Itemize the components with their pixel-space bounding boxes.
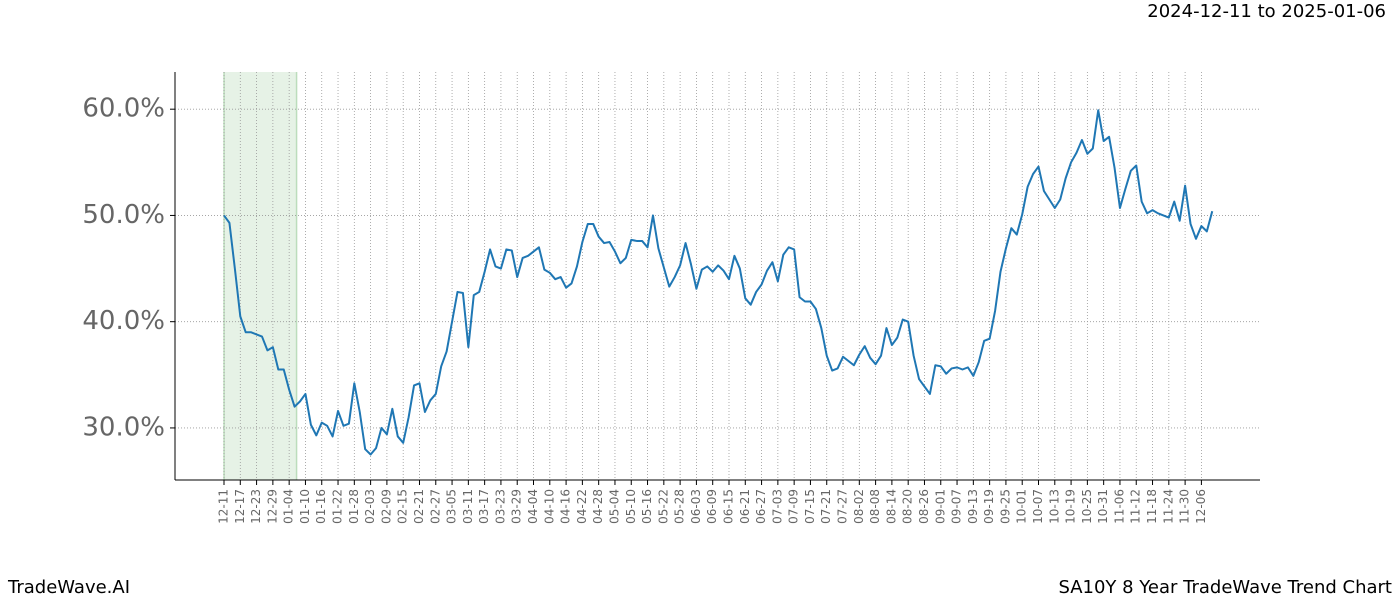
x-tick-label: 01-22 bbox=[331, 489, 345, 524]
x-tick-label: 12-23 bbox=[249, 489, 263, 524]
x-tick-label: 07-21 bbox=[819, 489, 833, 524]
trend-line bbox=[223, 109, 1214, 456]
x-tick-label: 04-28 bbox=[591, 489, 605, 524]
x-tick-label: 09-19 bbox=[982, 489, 996, 524]
x-tick-label: 09-25 bbox=[998, 489, 1012, 524]
x-tick-label: 10-01 bbox=[1015, 489, 1029, 524]
x-tick-label: 04-10 bbox=[542, 489, 556, 524]
footer-right: SA10Y 8 Year TradeWave Trend Chart bbox=[1058, 577, 1392, 598]
x-tick-label: 04-04 bbox=[526, 489, 540, 524]
x-tick-label: 03-23 bbox=[493, 489, 507, 524]
x-tick-label: 05-28 bbox=[673, 489, 687, 524]
y-tick-label: 60.0% bbox=[82, 94, 165, 124]
x-tick-label: 06-15 bbox=[721, 489, 735, 524]
x-tick-label: 04-16 bbox=[559, 489, 573, 524]
x-tick-label: 10-19 bbox=[1064, 489, 1078, 524]
x-tick-label: 11-12 bbox=[1129, 489, 1143, 524]
x-tick-label: 01-04 bbox=[282, 489, 296, 524]
date-range: 2024-12-11 to 2025-01-06 bbox=[1147, 1, 1386, 22]
x-tick-label: 03-29 bbox=[510, 489, 524, 524]
x-tick-label: 05-10 bbox=[624, 489, 638, 524]
x-tick-label: 02-21 bbox=[412, 489, 426, 524]
y-tick-label: 40.0% bbox=[82, 306, 165, 336]
x-tick-label: 03-17 bbox=[477, 489, 491, 524]
x-tick-label: 06-03 bbox=[689, 489, 703, 524]
x-tick-label: 05-16 bbox=[640, 489, 654, 524]
x-tick-label: 08-02 bbox=[852, 489, 866, 524]
x-tick-label: 04-22 bbox=[575, 489, 589, 524]
x-tick-label: 07-15 bbox=[803, 489, 817, 524]
x-tick-label: 11-18 bbox=[1145, 489, 1159, 524]
x-tick-label: 03-11 bbox=[461, 489, 475, 524]
x-tick-label: 09-07 bbox=[950, 489, 964, 524]
x-tick-label: 10-31 bbox=[1096, 489, 1110, 524]
x-tick-label: 02-03 bbox=[363, 489, 377, 524]
x-tick-label: 11-30 bbox=[1178, 489, 1192, 524]
x-tick-label: 07-03 bbox=[770, 489, 784, 524]
x-tick-label: 07-09 bbox=[787, 489, 801, 524]
x-tick-label: 12-17 bbox=[233, 489, 247, 524]
x-tick-label: 10-07 bbox=[1031, 489, 1045, 524]
x-tick-label: 01-16 bbox=[314, 489, 328, 524]
x-tick-label: 06-21 bbox=[738, 489, 752, 524]
x-tick-label: 10-13 bbox=[1047, 489, 1061, 524]
x-tick-label: 01-28 bbox=[347, 489, 361, 524]
x-tick-label: 06-09 bbox=[705, 489, 719, 524]
x-tick-label: 11-24 bbox=[1161, 489, 1175, 524]
x-tick-label: 02-09 bbox=[379, 489, 393, 524]
y-tick-label: 30.0% bbox=[82, 412, 165, 442]
x-tick-label: 05-22 bbox=[656, 489, 670, 524]
x-tick-label: 05-04 bbox=[607, 489, 621, 524]
x-tick-label: 09-13 bbox=[966, 489, 980, 524]
x-tick-label: 06-27 bbox=[754, 489, 768, 524]
x-tick-label: 09-01 bbox=[933, 489, 947, 524]
x-tick-label: 12-06 bbox=[1194, 489, 1208, 524]
x-tick-label: 08-26 bbox=[917, 489, 931, 524]
x-tick-label: 12-11 bbox=[217, 489, 231, 524]
x-tick-label: 10-25 bbox=[1080, 489, 1094, 524]
x-tick-label: 02-27 bbox=[428, 489, 442, 524]
x-tick-label: 08-14 bbox=[884, 489, 898, 524]
x-tick-label: 12-29 bbox=[265, 489, 279, 524]
x-tick-label: 08-20 bbox=[901, 489, 915, 524]
x-tick-label: 02-15 bbox=[396, 489, 410, 524]
x-tick-label: 01-10 bbox=[298, 489, 312, 524]
x-tick-label: 11-06 bbox=[1112, 489, 1126, 524]
x-tick-label: 08-08 bbox=[868, 489, 882, 524]
y-tick-label: 50.0% bbox=[82, 200, 165, 230]
x-tick-label: 03-05 bbox=[445, 489, 459, 524]
footer-left: TradeWave.AI bbox=[7, 577, 130, 598]
x-tick-label: 07-27 bbox=[836, 489, 850, 524]
